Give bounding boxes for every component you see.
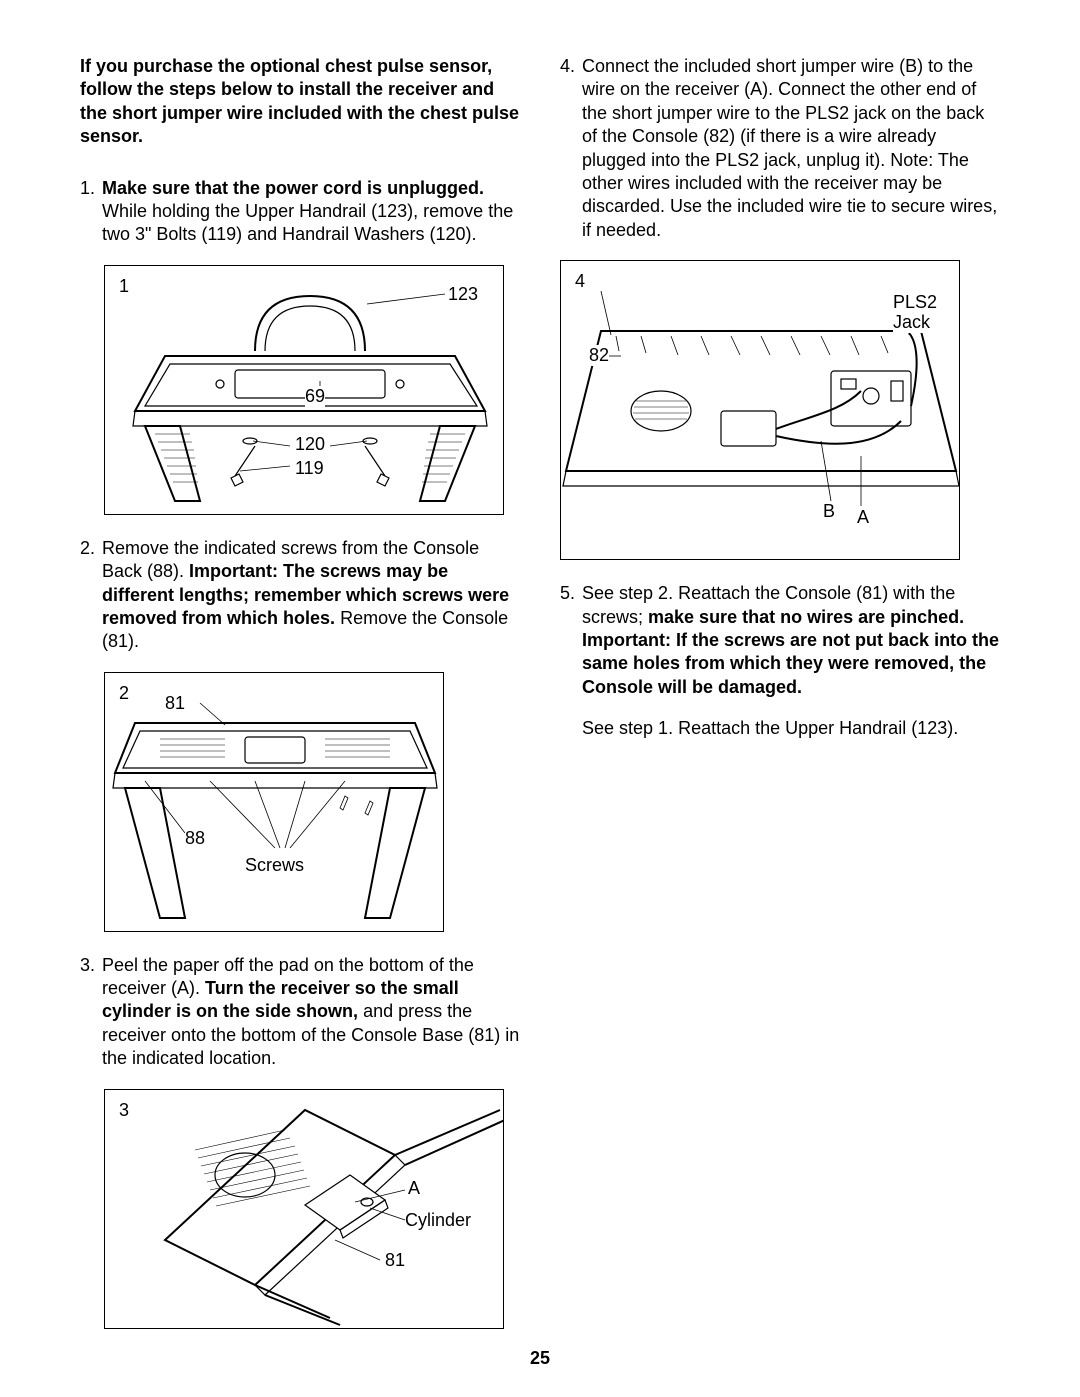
fig4-label-B: B	[823, 501, 835, 522]
step-2-text: Remove the indicated screws from the Con…	[102, 537, 520, 654]
figure-1: 1	[104, 265, 504, 515]
fig4-label-pls2-b: Jack	[893, 312, 930, 332]
fig4-label-A: A	[857, 507, 869, 528]
step-5-text: See step 2. Reattach the Console (81) wi…	[582, 582, 1000, 699]
fig1-label-69: 69	[305, 386, 325, 407]
fig3-label-81: 81	[385, 1250, 405, 1271]
figure-1-number: 1	[119, 276, 129, 297]
fig4-label-pls2-a: PLS2	[893, 292, 937, 312]
step-3: 3. Peel the paper off the pad on the bot…	[80, 954, 520, 1071]
intro-text: If you purchase the optional chest pulse…	[80, 55, 520, 149]
fig2-label-81: 81	[165, 693, 185, 714]
step-3-text: Peel the paper off the pad on the bottom…	[102, 954, 520, 1071]
figure-3-number: 3	[119, 1100, 129, 1121]
step-1-number: 1.	[80, 177, 102, 247]
step-1-rest: While holding the Upper Handrail (123), …	[102, 201, 513, 244]
step-5-number: 5.	[560, 582, 582, 699]
fig3-label-cylinder: Cylinder	[405, 1210, 471, 1231]
figure-4: 4	[560, 260, 960, 560]
fig4-label-pls2: PLS2 Jack	[893, 293, 937, 333]
fig4-label-82: 82	[589, 345, 609, 366]
step-1-text: Make sure that the power cord is unplugg…	[102, 177, 520, 247]
fig1-label-123: 123	[448, 284, 478, 305]
step-1: 1. Make sure that the power cord is unpl…	[80, 177, 520, 247]
figure-2: 2	[104, 672, 444, 932]
page-columns: If you purchase the optional chest pulse…	[80, 55, 1000, 1351]
figure-2-number: 2	[119, 683, 129, 704]
fig2-label-88: 88	[185, 828, 205, 849]
fig2-label-screws: Screws	[245, 855, 304, 876]
step-5: 5. See step 2. Reattach the Console (81)…	[560, 582, 1000, 699]
fig3-label-A: A	[408, 1178, 420, 1199]
step-4-number: 4.	[560, 55, 582, 242]
step-4: 4. Connect the included short jumper wir…	[560, 55, 1000, 242]
fig1-label-119: 119	[295, 458, 324, 479]
step-1-bold: Make sure that the power cord is unplugg…	[102, 178, 484, 198]
page-number: 25	[530, 1348, 550, 1369]
step-2-number: 2.	[80, 537, 102, 654]
right-column: 4. Connect the included short jumper wir…	[560, 55, 1000, 1351]
step-5b-text: See step 1. Reattach the Upper Handrail …	[582, 717, 1000, 740]
fig1-label-120: 120	[295, 434, 325, 455]
step-2: 2. Remove the indicated screws from the …	[80, 537, 520, 654]
figure-4-number: 4	[575, 271, 585, 292]
step-3-number: 3.	[80, 954, 102, 1071]
step-4-text: Connect the included short jumper wire (…	[582, 55, 1000, 242]
figure-3: 3	[104, 1089, 504, 1329]
left-column: If you purchase the optional chest pulse…	[80, 55, 520, 1351]
